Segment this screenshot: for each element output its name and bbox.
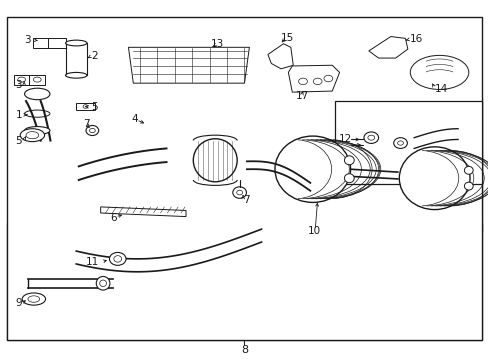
Text: 5: 5 xyxy=(91,102,97,112)
Ellipse shape xyxy=(109,252,126,265)
Text: 7: 7 xyxy=(243,195,249,205)
Bar xyxy=(6,223,482,339)
Text: 3: 3 xyxy=(24,35,31,45)
Ellipse shape xyxy=(65,72,87,78)
Text: 13: 13 xyxy=(210,39,223,49)
Bar xyxy=(48,38,65,48)
Ellipse shape xyxy=(464,166,472,174)
Ellipse shape xyxy=(393,138,407,148)
Text: 6: 6 xyxy=(110,213,117,222)
Bar xyxy=(26,101,48,131)
Polygon shape xyxy=(101,207,185,217)
Polygon shape xyxy=(267,44,293,69)
Bar xyxy=(33,38,51,48)
Polygon shape xyxy=(128,47,249,83)
Ellipse shape xyxy=(399,147,469,210)
Text: 12: 12 xyxy=(338,135,351,144)
Bar xyxy=(259,98,482,232)
Text: 8: 8 xyxy=(241,345,247,355)
Bar xyxy=(76,121,246,232)
Bar xyxy=(14,75,29,85)
Text: 2: 2 xyxy=(91,51,97,61)
Text: 17: 17 xyxy=(295,91,308,102)
FancyBboxPatch shape xyxy=(76,103,95,110)
Ellipse shape xyxy=(24,88,50,100)
Ellipse shape xyxy=(65,40,87,46)
Ellipse shape xyxy=(344,156,353,165)
Ellipse shape xyxy=(86,126,99,135)
Bar xyxy=(29,75,45,85)
Text: 14: 14 xyxy=(434,84,447,94)
Ellipse shape xyxy=(193,139,237,182)
Text: 10: 10 xyxy=(307,226,320,236)
Text: 5: 5 xyxy=(15,136,22,145)
Ellipse shape xyxy=(22,293,45,305)
Text: 16: 16 xyxy=(409,35,423,44)
Bar xyxy=(65,43,87,75)
Ellipse shape xyxy=(24,127,50,134)
Text: 9: 9 xyxy=(15,298,22,308)
Ellipse shape xyxy=(18,77,25,82)
Text: 7: 7 xyxy=(82,120,89,129)
Text: 1: 1 xyxy=(15,110,22,120)
Bar xyxy=(6,17,482,339)
Ellipse shape xyxy=(409,55,468,89)
Ellipse shape xyxy=(96,276,110,290)
Polygon shape xyxy=(288,65,339,92)
Ellipse shape xyxy=(464,182,472,190)
Text: 15: 15 xyxy=(281,33,294,43)
Ellipse shape xyxy=(20,129,44,141)
Text: 4: 4 xyxy=(131,114,138,124)
Ellipse shape xyxy=(344,174,353,183)
Ellipse shape xyxy=(33,77,41,82)
Ellipse shape xyxy=(232,187,246,198)
Ellipse shape xyxy=(363,132,378,143)
Polygon shape xyxy=(368,37,407,58)
Bar xyxy=(334,101,482,184)
Text: 11: 11 xyxy=(86,257,99,267)
Ellipse shape xyxy=(274,136,350,202)
Text: 3: 3 xyxy=(15,80,22,90)
